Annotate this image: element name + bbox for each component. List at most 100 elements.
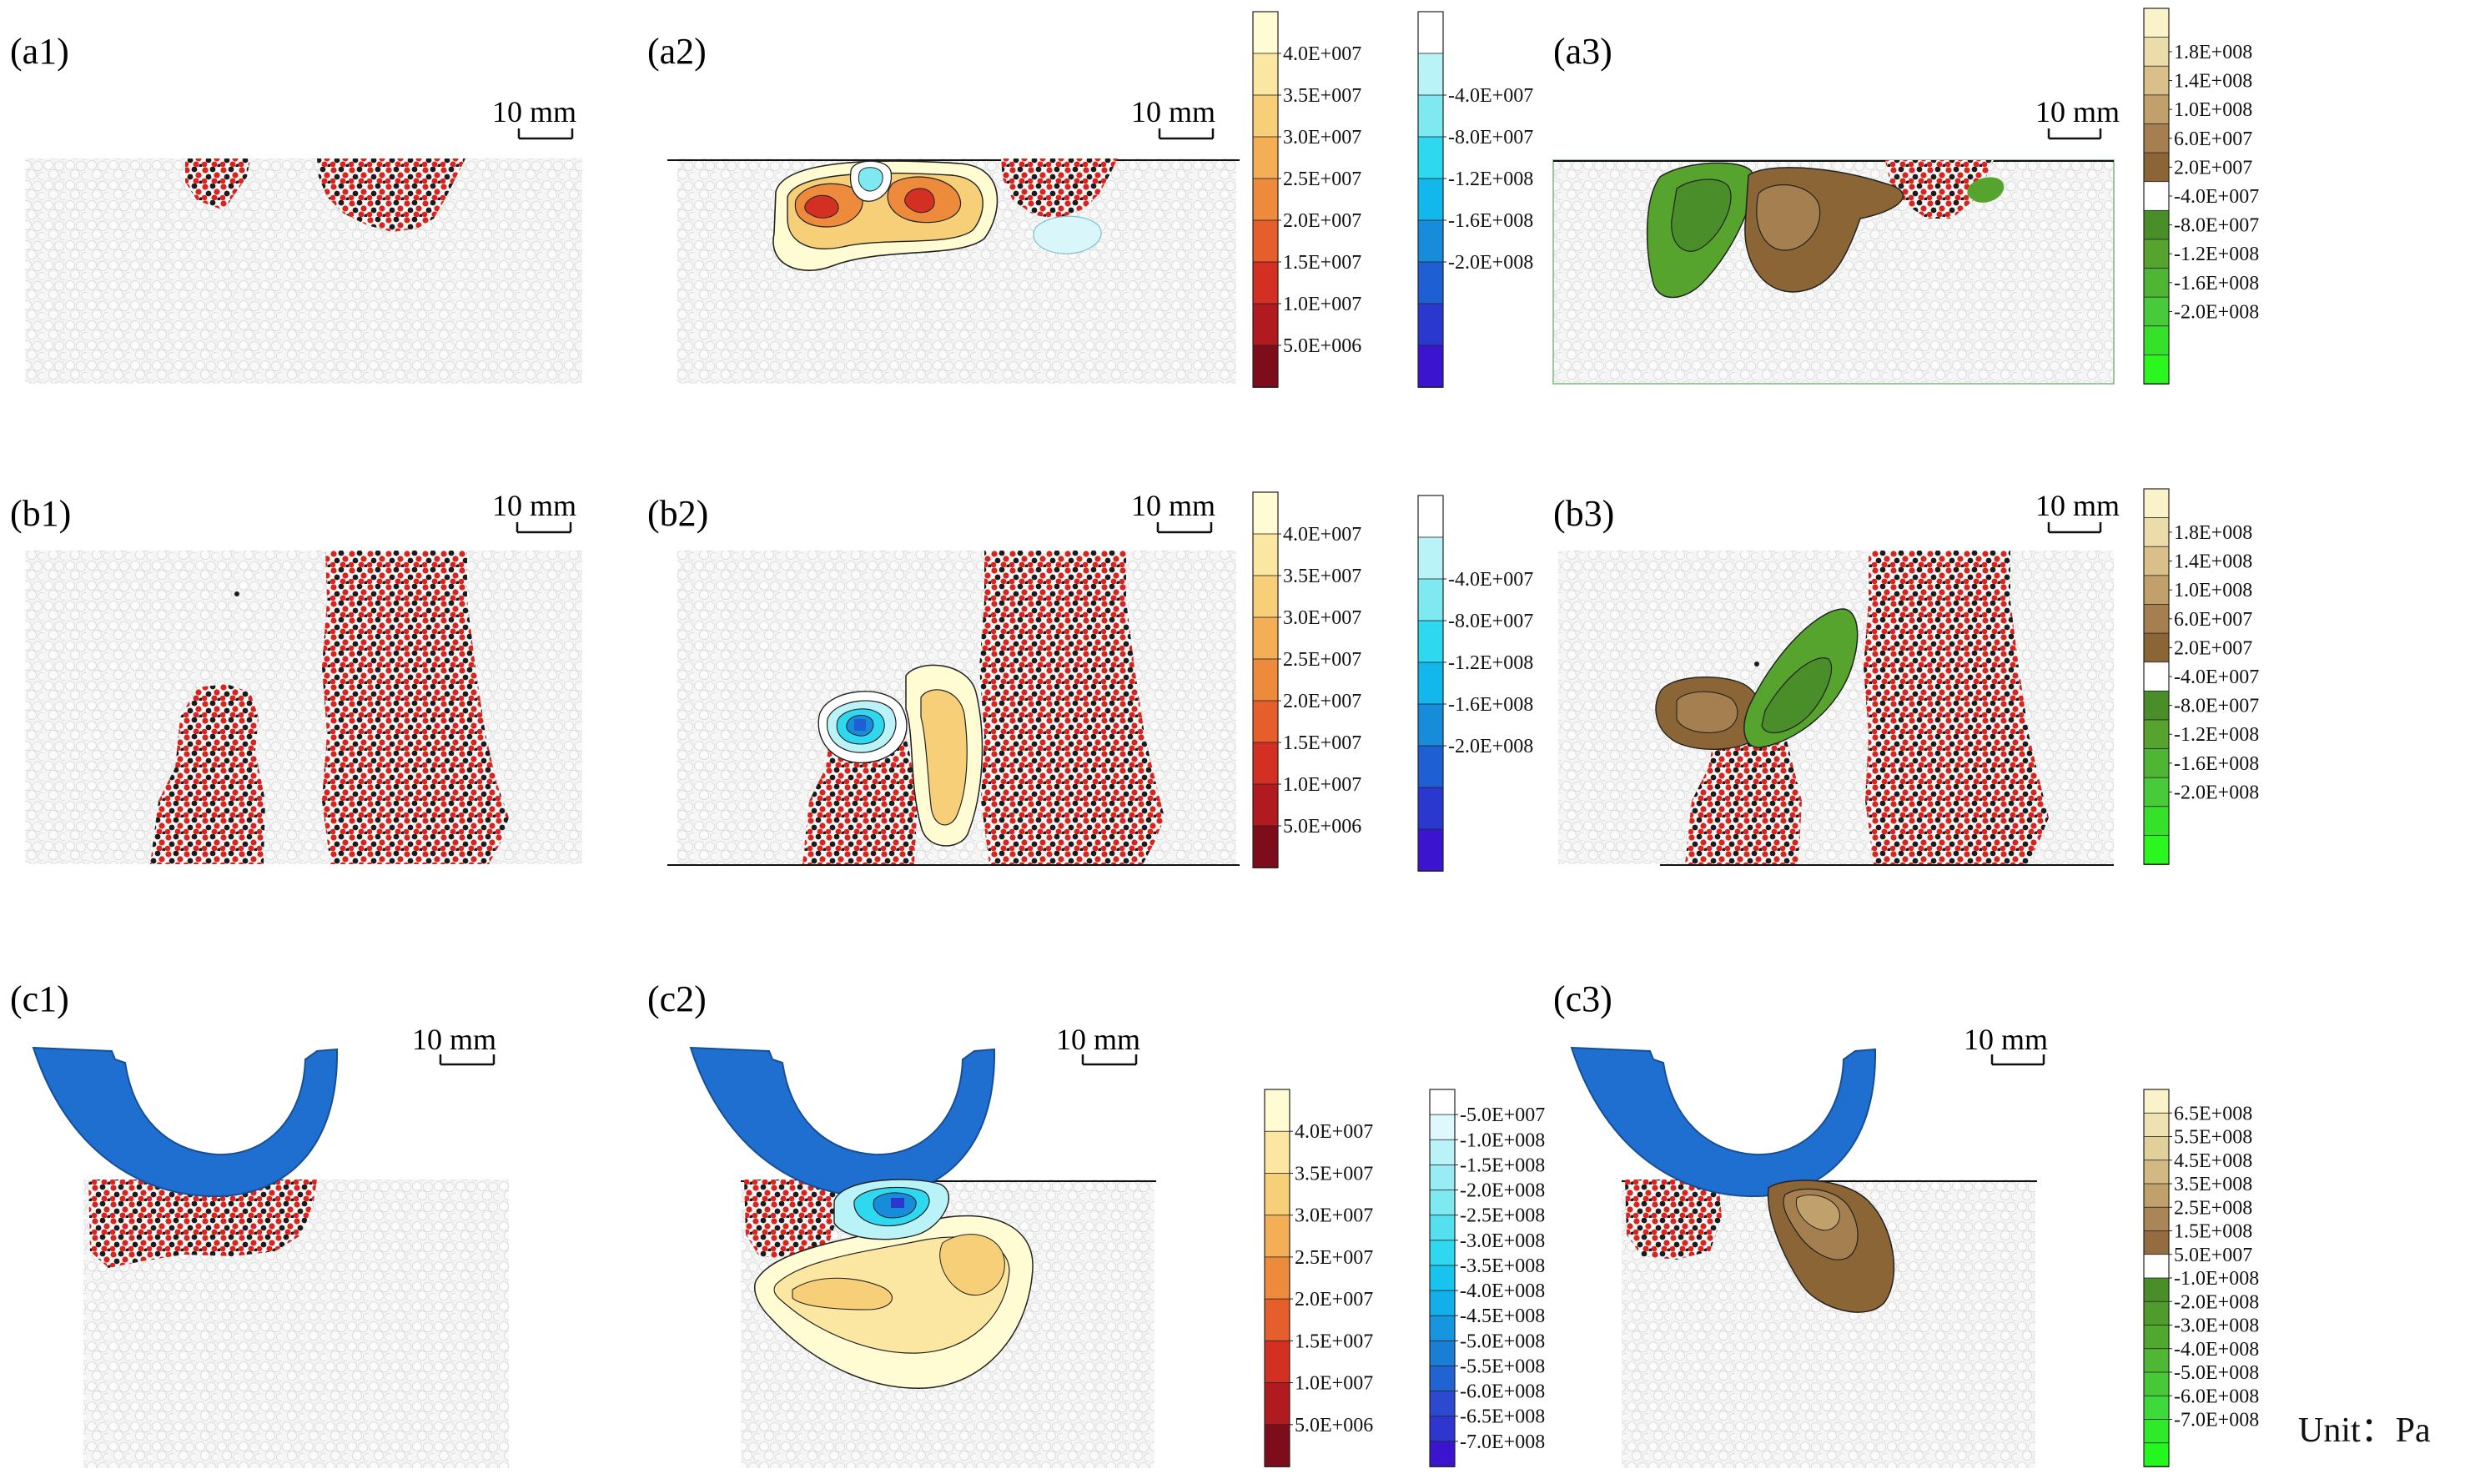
legend-tick-label: 5.0E+006 xyxy=(1283,335,1361,357)
legend-frame xyxy=(1429,1089,1456,1467)
legend-swatch xyxy=(2143,777,2170,807)
legend-tick-label: -2.0E+008 xyxy=(2174,782,2259,803)
legend-tick-label: 6.0E+007 xyxy=(2174,128,2252,150)
tension-legend: 4.0E+007 3.5E+007 3.0E+007 2.5E+007 2.0E+007… xyxy=(1252,491,1361,868)
legend-swatch xyxy=(1252,533,1279,576)
legend-tick-label: -1.0E+008 xyxy=(2174,1268,2259,1290)
legend-tick-label: -4.0E+007 xyxy=(1448,85,1533,107)
legend-swatch xyxy=(2143,1300,2170,1326)
legend-swatch xyxy=(1429,1366,1456,1392)
legend-swatch xyxy=(1417,219,1444,263)
legend-swatch xyxy=(1264,1256,1290,1300)
panel-b3: (b3) 10 mm xyxy=(1553,489,2120,866)
legend-tick-label: 3.0E+007 xyxy=(1295,1205,1373,1227)
legend-tick-label: 4.5E+008 xyxy=(2174,1150,2252,1172)
legend-swatch xyxy=(1429,1215,1456,1241)
crack-zone-c2 xyxy=(744,1180,838,1260)
legend-swatch xyxy=(1417,136,1444,179)
legend-tick-label: 1.5E+008 xyxy=(2174,1221,2252,1243)
legend-swatch xyxy=(1252,742,1279,785)
legend-swatch xyxy=(1429,1089,1456,1116)
compression-contour-c2 xyxy=(833,1179,950,1240)
legend-swatch xyxy=(2143,209,2170,240)
panel-label-c1: (c1) xyxy=(10,978,69,1019)
legend-swatch xyxy=(1264,1089,1290,1133)
legend-tick-label: 1.0E+008 xyxy=(2174,99,2252,121)
legend-swatch xyxy=(1264,1298,1290,1342)
legend-tick-label: 1.5E+007 xyxy=(1283,732,1361,754)
legend-tick-label: 6.5E+008 xyxy=(2174,1103,2252,1124)
legend-tick-label: 5.0E+006 xyxy=(1295,1415,1373,1436)
legend-tick-label: -8.0E+007 xyxy=(1448,611,1533,632)
legend-swatch xyxy=(1429,1265,1456,1291)
legend-tick-label: 3.5E+007 xyxy=(1283,85,1361,107)
legend-swatch xyxy=(1252,700,1279,743)
legend-frame xyxy=(1417,11,1444,388)
legend-swatch xyxy=(2143,239,2170,269)
specimen-a1 xyxy=(25,158,582,384)
shear-legend: 1.8E+008 1.4E+008 1.0E+008 6.0E+007 2.0E+007… xyxy=(2143,488,2259,865)
legend-swatch xyxy=(1429,1416,1456,1442)
scale-bar-b1: 10 mm xyxy=(492,489,576,534)
shear-legend: 6.5E+008 5.5E+0084.5E+0083.5E+0082.5E+008… xyxy=(2143,1089,2259,1467)
legend-swatch xyxy=(1429,1441,1456,1467)
compression-contour-a2 xyxy=(849,160,1102,254)
shear-contour-a3 xyxy=(1646,162,2005,299)
panel-label-a1: (a1) xyxy=(10,31,69,72)
legend-tick-label: 2.0E+007 xyxy=(2174,637,2252,659)
legend-swatch xyxy=(1417,11,1444,54)
panel-a2: (a2) 10 mm xyxy=(647,31,1240,384)
panel-label-a3: (a3) xyxy=(1553,31,1612,72)
legend-swatch xyxy=(1252,219,1279,263)
legend-tick-label: -1.6E+008 xyxy=(2174,273,2259,294)
legend-swatch xyxy=(1429,1139,1456,1166)
legend-tick-label: 1.8E+008 xyxy=(2174,522,2252,544)
legend-swatch xyxy=(2143,325,2170,356)
legend-swatch xyxy=(2143,662,2170,692)
legend-swatch xyxy=(1264,1340,1290,1384)
scale-bar-c3: 10 mm xyxy=(1964,1023,2048,1066)
legend-frame xyxy=(1252,491,1279,868)
legend-swatch xyxy=(1417,662,1444,705)
crack-zone-b1-right xyxy=(322,551,509,864)
legend-frame xyxy=(1252,11,1279,388)
legend-swatch xyxy=(2143,181,2170,212)
tension-contour-b2 xyxy=(905,664,983,847)
legend-swatch xyxy=(1417,345,1444,388)
unit-label: Unit：Pa xyxy=(2298,1411,2431,1450)
legend-swatch xyxy=(1252,53,1279,96)
legend-tick-label: 3.5E+007 xyxy=(1295,1163,1373,1185)
scale-bar-label: 10 mm xyxy=(1964,1023,2048,1056)
legend-tick-label: -6.0E+008 xyxy=(2174,1386,2259,1407)
legend-tick-label: -2.0E+008 xyxy=(1448,252,1533,274)
legend-swatch xyxy=(2143,719,2170,750)
legend-tick-label: 2.5E+007 xyxy=(1283,169,1361,190)
legend-swatch xyxy=(2143,1348,2170,1373)
scale-bar-b3: 10 mm xyxy=(2035,489,2120,534)
legend-swatch xyxy=(1252,658,1279,702)
legend-tick-label: 4.0E+007 xyxy=(1283,524,1361,546)
crack-zone-a1-left xyxy=(185,158,250,210)
legend-tick-label: 1.8E+008 xyxy=(2174,42,2252,63)
panel-label-c2: (c2) xyxy=(647,978,707,1019)
legend-swatch xyxy=(1252,94,1279,138)
legend-tick-label: -1.2E+008 xyxy=(2174,244,2259,265)
panel-c1: (c1) 10 mm xyxy=(10,978,509,1468)
legend-swatch xyxy=(2143,94,2170,125)
crack-zone-b3-left xyxy=(1685,716,1802,864)
compression-legend: -4.0E+007 -8.0E+007 -1.2E+008 -1.6E+008 -2.0… xyxy=(1417,495,1533,872)
legend-tick-label: -1.2E+008 xyxy=(2174,724,2259,746)
legend-tick-label: 3.5E+008 xyxy=(2174,1174,2252,1195)
scale-bar-label: 10 mm xyxy=(2035,95,2120,128)
legend-swatch xyxy=(2143,8,2170,38)
legend-tick-label: -6.5E+008 xyxy=(1460,1406,1545,1428)
legend-swatch xyxy=(2143,268,2170,299)
legend-swatch xyxy=(1417,578,1444,621)
tension-legend: 4.0E+007 3.5E+007 3.0E+007 2.5E+007 2.0E+007… xyxy=(1252,11,1361,388)
legend-swatch xyxy=(1417,94,1444,138)
legend-tick-label: -4.5E+008 xyxy=(1460,1305,1545,1327)
legend-tick-label: -4.0E+007 xyxy=(2174,667,2259,688)
legend-swatch xyxy=(1429,1114,1456,1141)
legend-swatch xyxy=(2143,546,2170,576)
compression-contour-b2 xyxy=(817,691,908,764)
